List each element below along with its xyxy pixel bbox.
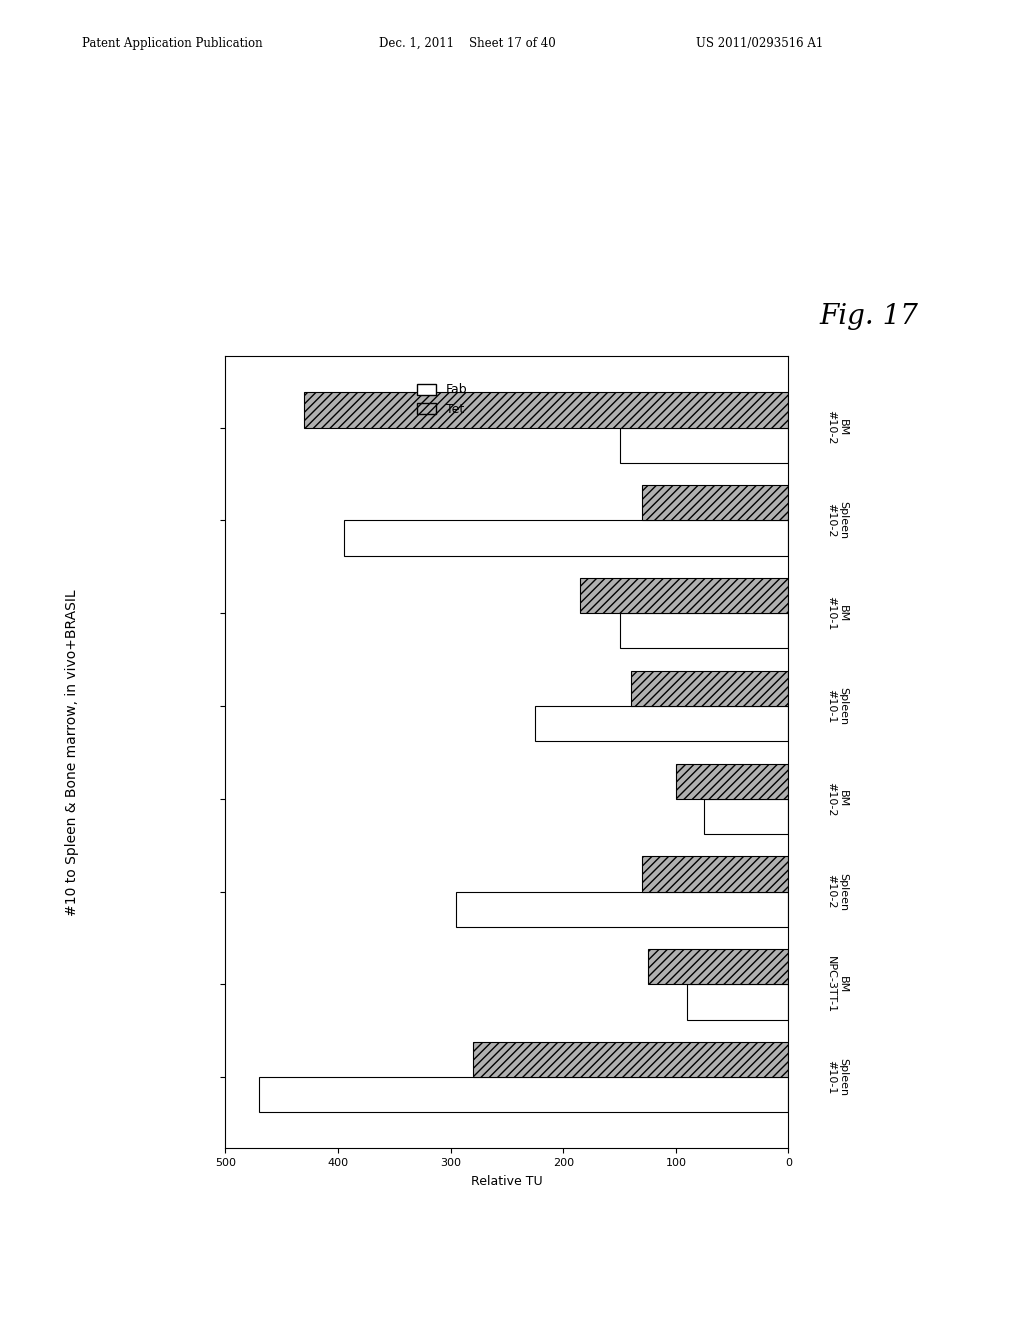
Bar bbox=[620, 428, 788, 463]
Text: #10 to Spleen & Bone marrow, in vivo+BRASIL: #10 to Spleen & Bone marrow, in vivo+BRA… bbox=[65, 589, 79, 916]
Bar bbox=[580, 578, 788, 614]
Bar bbox=[259, 1077, 788, 1113]
Bar bbox=[304, 392, 788, 428]
Legend: Fab, Tet: Fab, Tet bbox=[412, 379, 472, 421]
Text: Dec. 1, 2011    Sheet 17 of 40: Dec. 1, 2011 Sheet 17 of 40 bbox=[379, 37, 556, 50]
Bar bbox=[648, 949, 788, 985]
Bar bbox=[687, 985, 788, 1019]
Text: US 2011/0293516 A1: US 2011/0293516 A1 bbox=[696, 37, 823, 50]
Bar bbox=[535, 706, 788, 742]
Text: Patent Application Publication: Patent Application Publication bbox=[82, 37, 262, 50]
Bar bbox=[631, 671, 788, 706]
Bar bbox=[457, 891, 788, 927]
X-axis label: Relative TU: Relative TU bbox=[471, 1175, 543, 1188]
Bar bbox=[705, 799, 788, 834]
Bar bbox=[473, 1041, 788, 1077]
Bar bbox=[642, 857, 788, 891]
Bar bbox=[620, 614, 788, 648]
Bar bbox=[642, 486, 788, 520]
Bar bbox=[676, 763, 788, 799]
Text: Fig. 17: Fig. 17 bbox=[819, 304, 919, 330]
Bar bbox=[343, 520, 788, 556]
